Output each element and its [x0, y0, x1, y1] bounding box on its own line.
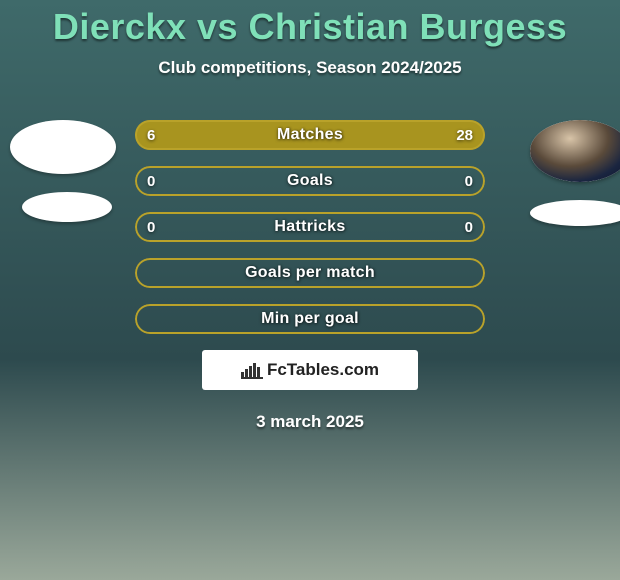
watermark: FcTables.com: [202, 350, 418, 390]
player-right-avatar-icon: [530, 120, 620, 182]
player-left-avatars: [10, 120, 116, 240]
player-right-photo: [530, 120, 620, 182]
stat-row: Goals per match: [135, 258, 485, 288]
page-title: Dierckx vs Christian Burgess: [0, 0, 620, 48]
stat-value-left: 0: [147, 212, 155, 242]
stat-value-right: 0: [465, 166, 473, 196]
stat-value-right: 0: [465, 212, 473, 242]
stat-label: Min per goal: [135, 304, 485, 334]
stat-row: Min per goal: [135, 304, 485, 334]
chart-bars-icon: [241, 361, 263, 379]
stat-label: Goals per match: [135, 258, 485, 288]
stat-value-left: 0: [147, 166, 155, 196]
player-right-avatars: [530, 120, 620, 244]
stat-row: Goals0 0: [135, 166, 485, 196]
stat-label: Goals: [135, 166, 485, 196]
club-right-avatar-icon: [530, 200, 620, 226]
player-left-avatar-icon: [10, 120, 116, 174]
stat-value-left: 6: [147, 120, 155, 150]
bars-container: Matches628Goals00Hattricks00Goals per ma…: [135, 120, 485, 334]
stat-label: Hattricks: [135, 212, 485, 242]
stat-row: Hattricks0 0: [135, 212, 485, 242]
subtitle: Club competitions, Season 2024/2025: [0, 58, 620, 78]
date-label: 3 march 2025: [0, 412, 620, 432]
watermark-text: FcTables.com: [267, 360, 379, 380]
club-left-avatar-icon: [22, 192, 112, 222]
stat-row: Matches6 28: [135, 120, 485, 150]
infographic: Dierckx vs Christian Burgess Club compet…: [0, 0, 620, 580]
comparison-chart: Matches628Goals00Hattricks00Goals per ma…: [0, 120, 620, 432]
stat-value-right: 28: [456, 120, 473, 150]
stat-label: Matches: [135, 120, 485, 150]
